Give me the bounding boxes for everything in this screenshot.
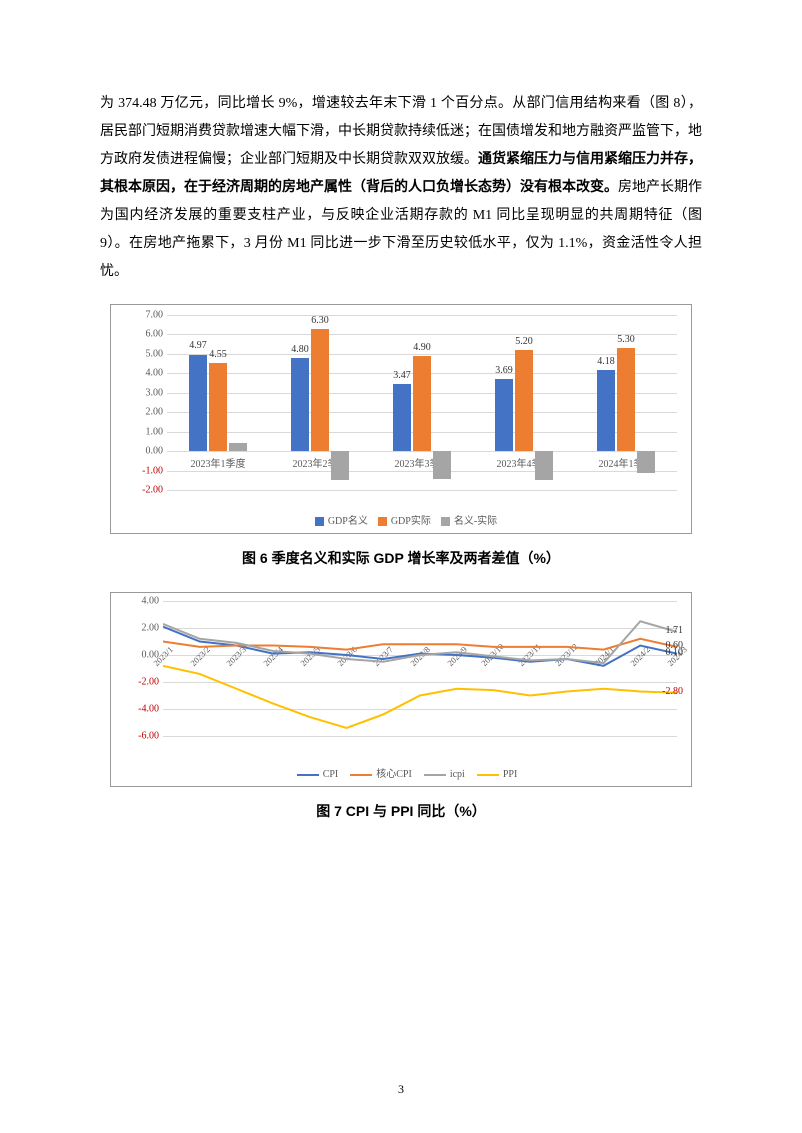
chart-6-y-tick: 5.00	[125, 348, 163, 359]
chart-7-y-tick: -2.00	[121, 677, 159, 688]
chart-6-bar	[209, 363, 227, 451]
chart-6-bar	[597, 370, 615, 451]
chart-6-bar-label: 3.47	[393, 370, 411, 381]
chart-6-bar	[311, 329, 329, 452]
chart-6-y-tick: 7.00	[125, 310, 163, 321]
chart-7-y-tick: -6.00	[121, 731, 159, 742]
chart-6-y-tick: -1.00	[125, 465, 163, 476]
chart-6-bar	[617, 348, 635, 451]
chart-6-y-tick: 1.00	[125, 426, 163, 437]
chart-6-legend-item: GDP名义	[328, 516, 368, 527]
chart-7-y-tick: 4.00	[121, 596, 159, 607]
chart-6-legend-item: GDP实际	[391, 516, 431, 527]
chart-7-legend-item: PPI	[503, 769, 517, 780]
chart-6-y-tick: 3.00	[125, 387, 163, 398]
chart-6-bar	[393, 384, 411, 451]
chart-6-bar	[229, 443, 247, 451]
chart-6-bar	[189, 355, 207, 452]
chart-6-y-tick: 0.00	[125, 446, 163, 457]
chart-7-y-tick: 0.00	[121, 650, 159, 661]
caption-figure-7: 图 7 CPI 与 PPI 同比（%）	[100, 801, 702, 821]
chart-7-legend: CPI 核心CPI icpi PPI	[111, 765, 691, 780]
chart-7-legend-item: CPI	[323, 769, 339, 780]
chart-6-bar	[535, 451, 553, 480]
chart-7-cpi-ppi-line: 2023/12023/22023/32023/42023/52023/62023…	[110, 592, 692, 787]
chart-6-bar-label: 6.30	[311, 315, 329, 326]
chart-6-y-tick: -2.00	[125, 485, 163, 496]
chart-6-bar-label: 4.80	[291, 344, 309, 355]
chart-6-bar	[413, 356, 431, 451]
chart-6-bar-label: 4.97	[189, 340, 207, 351]
chart-7-end-label: -2.80	[662, 686, 683, 697]
page-number: 3	[0, 1082, 802, 1097]
chart-6-bar	[495, 379, 513, 451]
chart-6-y-tick: 6.00	[125, 329, 163, 340]
chart-6-bar-label: 3.69	[495, 365, 513, 376]
chart-7-legend-item: 核心CPI	[376, 769, 412, 780]
chart-6-legend: GDP名义 GDP实际 名义-实际	[111, 512, 691, 527]
chart-6-bar	[291, 358, 309, 451]
chart-7-line	[163, 621, 677, 663]
chart-6-bar	[331, 451, 349, 480]
caption-figure-6: 图 6 季度名义和实际 GDP 增长率及两者差值（%）	[100, 548, 702, 568]
chart-6-bar-label: 5.20	[515, 336, 533, 347]
chart-7-line	[163, 666, 677, 728]
chart-7-y-tick: -4.00	[121, 704, 159, 715]
chart-7-y-tick: 2.00	[121, 623, 159, 634]
chart-6-bar	[515, 350, 533, 451]
chart-6-bar	[433, 451, 451, 479]
body-paragraph: 为 374.48 万亿元，同比增长 9%，增速较去年末下滑 1 个百分点。从部门…	[100, 90, 702, 286]
chart-6-bar-label: 4.90	[413, 342, 431, 353]
chart-7-legend-item: icpi	[450, 769, 465, 780]
chart-6-bar	[637, 451, 655, 473]
chart-6-y-tick: 2.00	[125, 407, 163, 418]
chart-6-legend-item: 名义-实际	[454, 516, 497, 527]
chart-7-end-label: 0.60	[666, 640, 684, 651]
chart-7-end-label: 1.71	[666, 625, 684, 636]
chart-6-bar-label: 5.30	[617, 334, 635, 345]
chart-6-bar-label: 4.55	[209, 349, 227, 360]
chart-6-y-tick: 4.00	[125, 368, 163, 379]
chart-6-gdp-bar: 2023年1季度4.974.552023年2季度4.806.302023年3季度…	[110, 304, 692, 534]
chart-6-bar-label: 4.18	[597, 356, 615, 367]
chart-6-x-label: 2023年1季度	[191, 455, 246, 470]
